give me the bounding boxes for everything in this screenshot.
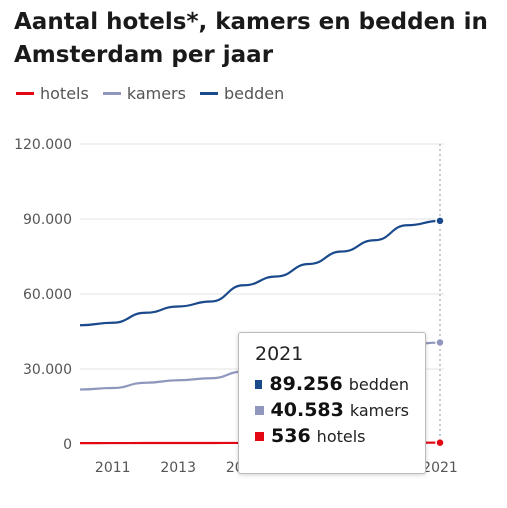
legend-label-hotels: hotels	[40, 84, 89, 103]
legend-label-kamers: kamers	[126, 84, 186, 103]
legend-item-hotels[interactable]: hotels	[16, 84, 89, 103]
tooltip-swatch-hotels	[255, 431, 264, 441]
hover-point-hotels	[435, 437, 445, 448]
chart-title: Aantal hotels*, kamers en bedden in Amst…	[14, 9, 488, 68]
tooltip-row-hotels: 536 hotels	[255, 423, 409, 449]
tooltip-swatch-bedden	[255, 379, 263, 389]
tooltip-swatch-kamers	[255, 405, 264, 415]
tooltip-value-bedden: 89.256	[269, 373, 343, 395]
y-tick-label-3: 90.000	[23, 212, 72, 228]
legend-item-bedden[interactable]: bedden	[199, 84, 285, 103]
y-tick-label-1: 30.000	[23, 362, 72, 378]
x-tick-label-1: 2013	[160, 460, 196, 476]
x-tick-label-5: 2021	[422, 460, 458, 476]
legend-label-bedden: bedden	[223, 84, 285, 103]
tooltip-label-bedden: bedden	[348, 374, 409, 394]
tooltip-row-bedden: 89.256 bedden	[255, 371, 409, 397]
tooltip-label-hotels: hotels	[316, 426, 366, 446]
legend-swatch-hotels	[16, 92, 34, 95]
legend: hotels kamers bedden	[16, 84, 284, 103]
legend-swatch-kamers	[102, 92, 121, 95]
x-tick-label-0: 2011	[95, 460, 131, 476]
legend-swatch-bedden	[199, 92, 218, 95]
series-line-bedden	[79, 219, 441, 327]
tooltip: 2021 89.256 bedden 40.583 kamers 536 hot…	[238, 332, 426, 474]
legend-item-kamers[interactable]: kamers	[102, 84, 186, 103]
hover-point-kamers	[435, 337, 445, 348]
y-tick-label-4: 120.000	[14, 137, 72, 153]
hover-point-bedden	[435, 216, 445, 226]
tooltip-value-kamers: 40.583	[270, 399, 344, 421]
tooltip-label-kamers: kamers	[349, 400, 409, 420]
tooltip-year: 2021	[255, 343, 304, 365]
tooltip-value-hotels: 536	[271, 425, 311, 447]
tooltip-row-kamers: 40.583 kamers	[255, 397, 409, 423]
y-tick-label-2: 60.000	[23, 287, 72, 303]
y-tick-label-0: 0	[63, 437, 72, 453]
